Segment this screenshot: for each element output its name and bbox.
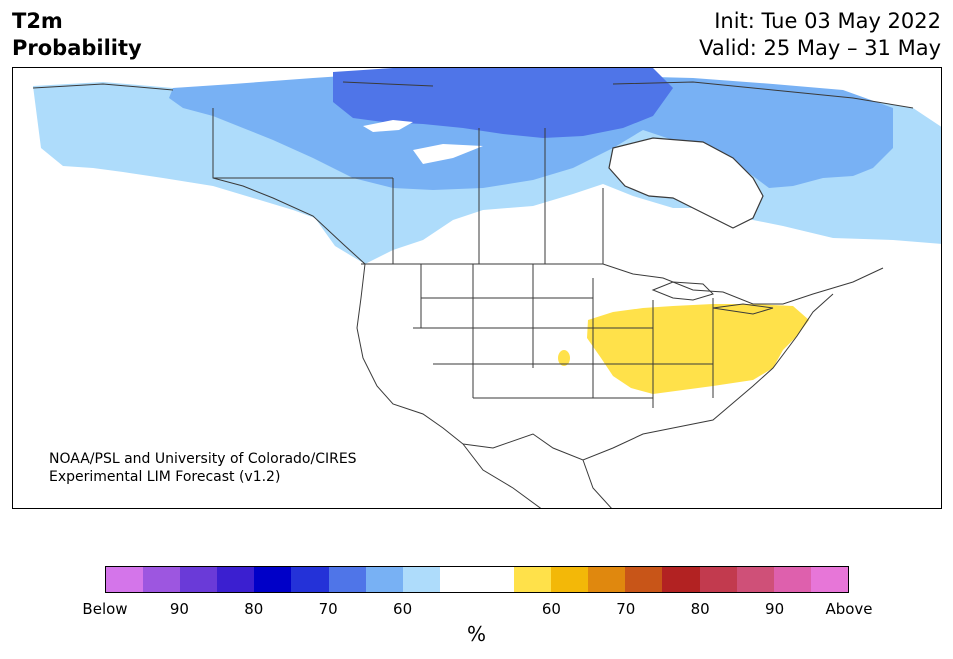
colorbar-cell (810, 567, 848, 592)
colorbar-tick-label: 70 (616, 600, 636, 618)
colorbar (105, 566, 849, 593)
pacific-coast (356, 263, 464, 445)
forecast-dates: Init: Tue 03 May 2022 Valid: 25 May – 31… (699, 8, 941, 62)
arctic-coast (32, 81, 914, 109)
colorbar-cell (402, 567, 440, 592)
colorbar-cell (439, 567, 477, 592)
colorbar-tick-label: 80 (690, 600, 710, 618)
credit-line-1: NOAA/PSL and University of Colorado/CIRE… (49, 451, 357, 467)
colorbar-cell (773, 567, 811, 592)
colorbar-cell (291, 567, 329, 592)
colorbar-cell (365, 567, 403, 592)
colorbar-tick-label: 80 (244, 600, 264, 618)
colorbar-tick-label: 70 (318, 600, 338, 618)
colorbar-cell (254, 567, 292, 592)
forecast-map (12, 67, 942, 509)
state-lines (413, 264, 714, 408)
colorbar-tick-label: 60 (541, 600, 561, 618)
colorbar-tick-label: 90 (169, 600, 189, 618)
title-type: Probability (12, 36, 142, 60)
colorbar-cell (625, 567, 663, 592)
colorbar-cell (699, 567, 737, 592)
above-60-spot (558, 350, 570, 366)
colorbar-tick-labels: Below 90 80 70 60 60 70 80 90 Above (82, 600, 872, 618)
colorbar-cell (662, 567, 700, 592)
colorbar-cell (143, 567, 181, 592)
colorbar-tick-label: 90 (765, 600, 785, 618)
valid-date: Valid: 25 May – 31 May (699, 36, 941, 60)
map-title: T2m Probability (12, 8, 142, 62)
credit-line-2: Experimental LIM Forecast (v1.2) (49, 469, 281, 485)
colorbar-cell (328, 567, 366, 592)
above-60-region (587, 304, 809, 394)
colorbar-tick-label: Below (82, 600, 128, 618)
great-slave-lake (363, 120, 413, 132)
colorbar-cell (588, 567, 626, 592)
great-lakes (651, 281, 774, 315)
colorbar-tick-label: Above (825, 600, 873, 618)
credit-text: NOAA/PSL and University of Colorado/CIRE… (49, 450, 357, 486)
init-date: Init: Tue 03 May 2022 (714, 9, 941, 33)
colorbar-cell (217, 567, 255, 592)
title-variable: T2m (12, 9, 63, 33)
colorbar-cell (476, 567, 515, 592)
gulf-coast (462, 293, 834, 461)
mexico-coast (462, 443, 612, 508)
great-bear-lake (413, 144, 483, 164)
hudson-bay (608, 137, 764, 229)
colorbar-cell (736, 567, 774, 592)
borders (32, 81, 914, 508)
colorbar-tick-label: 60 (393, 600, 413, 618)
province-lines (213, 128, 604, 264)
colorbar-cell (106, 567, 144, 592)
colorbar-cell (551, 567, 589, 592)
colorbar-cell (514, 567, 552, 592)
map-svg (13, 68, 941, 508)
colorbar-cell (180, 567, 218, 592)
colorbar-unit: % (466, 622, 486, 646)
